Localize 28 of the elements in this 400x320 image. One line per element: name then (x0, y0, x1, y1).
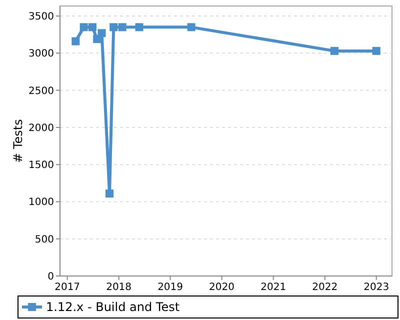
x-tick-label: 2017 (54, 282, 80, 293)
legend-label: 1.12.x - Build and Test (46, 300, 180, 314)
y-tick-label: 500 (34, 234, 54, 246)
y-tick-label: 3000 (28, 48, 54, 60)
y-tick-label: 1000 (28, 197, 54, 208)
point (118, 23, 126, 32)
point (330, 46, 338, 55)
point (80, 23, 88, 32)
point (372, 46, 380, 55)
y-tick-label: 1500 (28, 160, 54, 172)
point (106, 190, 114, 198)
x-tick-label: 2021 (260, 282, 286, 293)
x-tick-label: 2019 (158, 282, 184, 293)
point (72, 37, 80, 46)
point (88, 23, 96, 32)
y-tick-label: 3500 (28, 12, 54, 23)
y-tick-label: 0 (48, 272, 54, 282)
point (135, 23, 144, 32)
x-tick-label: 2022 (312, 282, 338, 293)
x-tick-label: 2023 (364, 282, 390, 293)
y-tick-label: 2000 (28, 122, 54, 134)
x-tick-label: 2018 (106, 282, 132, 293)
x-tick-label: 2020 (209, 282, 234, 293)
y-axis-title: # Tests (11, 119, 25, 163)
point (98, 29, 106, 38)
point (187, 23, 196, 32)
y-tick-label: 2500 (28, 86, 54, 97)
point (110, 23, 118, 32)
